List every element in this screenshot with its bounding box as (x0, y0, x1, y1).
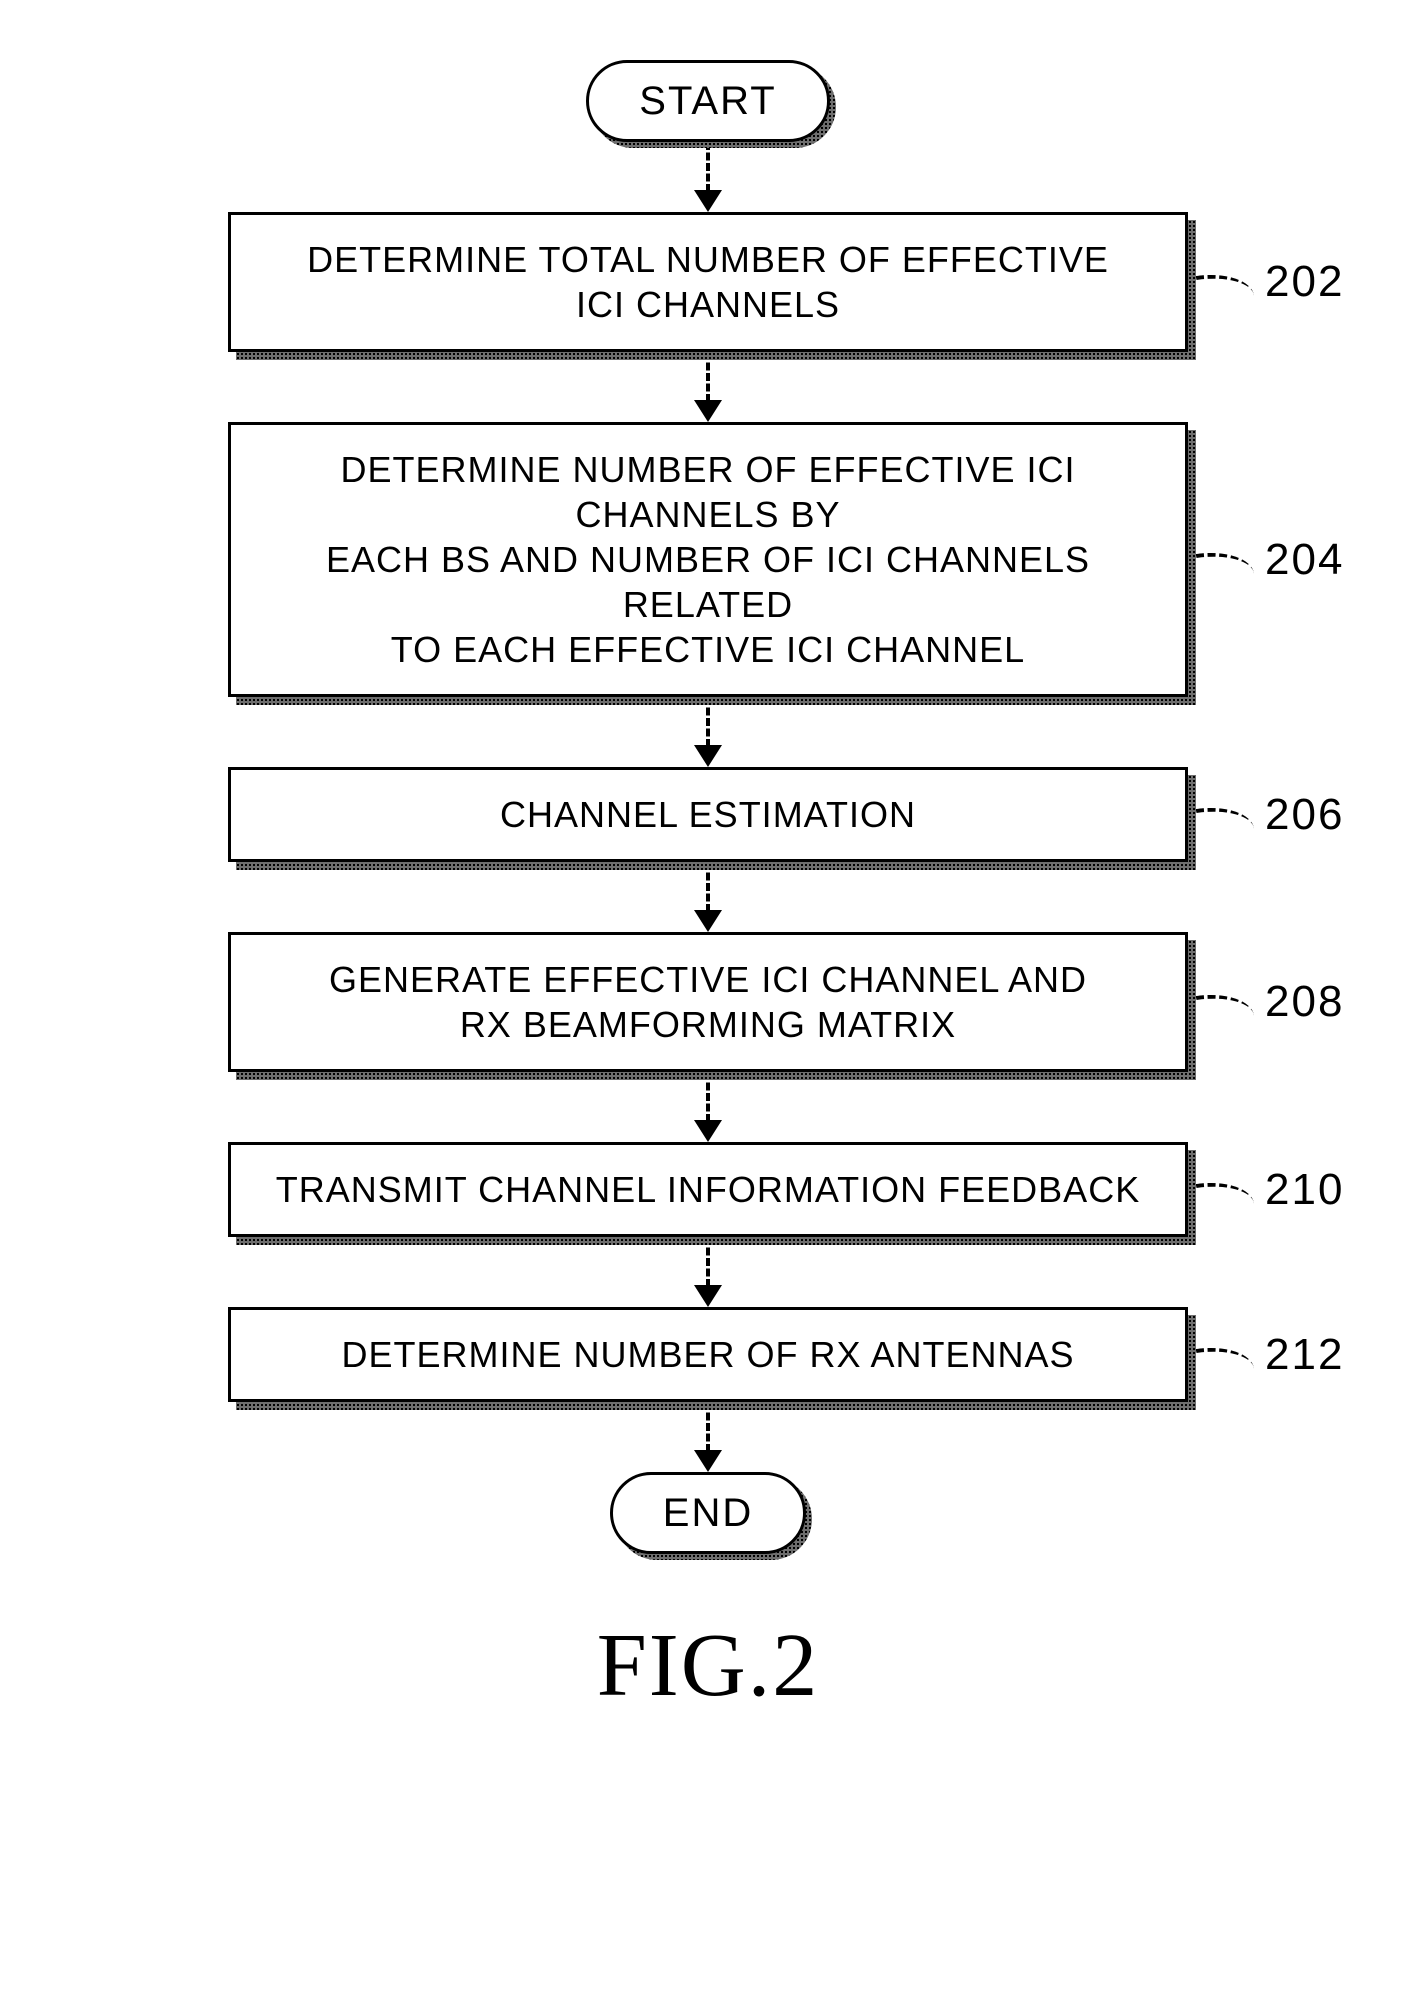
reference-number: 204 (1265, 535, 1344, 585)
process-box-wrap: DETERMINE NUMBER OF RX ANTENNAS (228, 1307, 1188, 1402)
reference-label: 204 (1198, 535, 1344, 585)
arrow (706, 1072, 710, 1142)
arrow-head-icon (694, 400, 722, 422)
start-label: START (586, 60, 829, 142)
process-step: TRANSMIT CHANNEL INFORMATION FEEDBACK210 (208, 1142, 1208, 1237)
end-label: END (610, 1472, 806, 1554)
arrow (706, 697, 710, 767)
arrow-head-icon (694, 190, 722, 212)
arrow-head-icon (694, 910, 722, 932)
reference-label: 202 (1198, 257, 1344, 307)
arrow (706, 142, 710, 212)
process-box-wrap: CHANNEL ESTIMATION (228, 767, 1188, 862)
end-terminator: END (610, 1472, 806, 1554)
leader-line-icon (1196, 1341, 1255, 1384)
reference-number: 208 (1265, 977, 1344, 1027)
process-box-wrap: TRANSMIT CHANNEL INFORMATION FEEDBACK (228, 1142, 1188, 1237)
start-terminator: START (586, 60, 829, 142)
leader-line-icon (1196, 801, 1255, 844)
reference-label: 210 (1198, 1165, 1344, 1215)
reference-label: 212 (1198, 1330, 1344, 1380)
flowchart-canvas: START DETERMINE TOTAL NUMBER OF EFFECTIV… (0, 0, 1416, 1797)
arrow-shaft (706, 142, 710, 192)
leader-line-icon (1196, 268, 1255, 311)
process-box-wrap: GENERATE EFFECTIVE ICI CHANNEL ANDRX BEA… (228, 932, 1188, 1072)
reference-number: 202 (1265, 257, 1344, 307)
process-box: CHANNEL ESTIMATION (228, 767, 1188, 862)
process-box-wrap: DETERMINE TOTAL NUMBER OF EFFECTIVEICI C… (228, 212, 1188, 352)
reference-number: 212 (1265, 1330, 1344, 1380)
arrow (706, 862, 710, 932)
arrow-head-icon (694, 1120, 722, 1142)
flowchart-column: START DETERMINE TOTAL NUMBER OF EFFECTIV… (208, 60, 1208, 1554)
arrow-head-icon (694, 745, 722, 767)
process-box: DETERMINE TOTAL NUMBER OF EFFECTIVEICI C… (228, 212, 1188, 352)
leader-line-icon (1196, 988, 1255, 1031)
process-step: DETERMINE TOTAL NUMBER OF EFFECTIVEICI C… (208, 212, 1208, 352)
reference-number: 210 (1265, 1165, 1344, 1215)
arrow (706, 1237, 710, 1307)
arrow-head-icon (694, 1450, 722, 1472)
process-step: GENERATE EFFECTIVE ICI CHANNEL ANDRX BEA… (208, 932, 1208, 1072)
process-step: CHANNEL ESTIMATION206 (208, 767, 1208, 862)
arrow (706, 1402, 710, 1472)
arrow (706, 352, 710, 422)
process-step: DETERMINE NUMBER OF EFFECTIVE ICI CHANNE… (208, 422, 1208, 697)
figure-caption: FIG.2 (0, 1614, 1416, 1717)
process-step: DETERMINE NUMBER OF RX ANTENNAS212 (208, 1307, 1208, 1402)
process-box: TRANSMIT CHANNEL INFORMATION FEEDBACK (228, 1142, 1188, 1237)
process-box: DETERMINE NUMBER OF RX ANTENNAS (228, 1307, 1188, 1402)
process-box-wrap: DETERMINE NUMBER OF EFFECTIVE ICI CHANNE… (228, 422, 1188, 697)
reference-label: 206 (1198, 790, 1344, 840)
process-box: GENERATE EFFECTIVE ICI CHANNEL ANDRX BEA… (228, 932, 1188, 1072)
leader-line-icon (1196, 546, 1255, 589)
leader-line-icon (1196, 1176, 1255, 1219)
reference-number: 206 (1265, 790, 1344, 840)
process-box: DETERMINE NUMBER OF EFFECTIVE ICI CHANNE… (228, 422, 1188, 697)
arrow-head-icon (694, 1285, 722, 1307)
reference-label: 208 (1198, 977, 1344, 1027)
